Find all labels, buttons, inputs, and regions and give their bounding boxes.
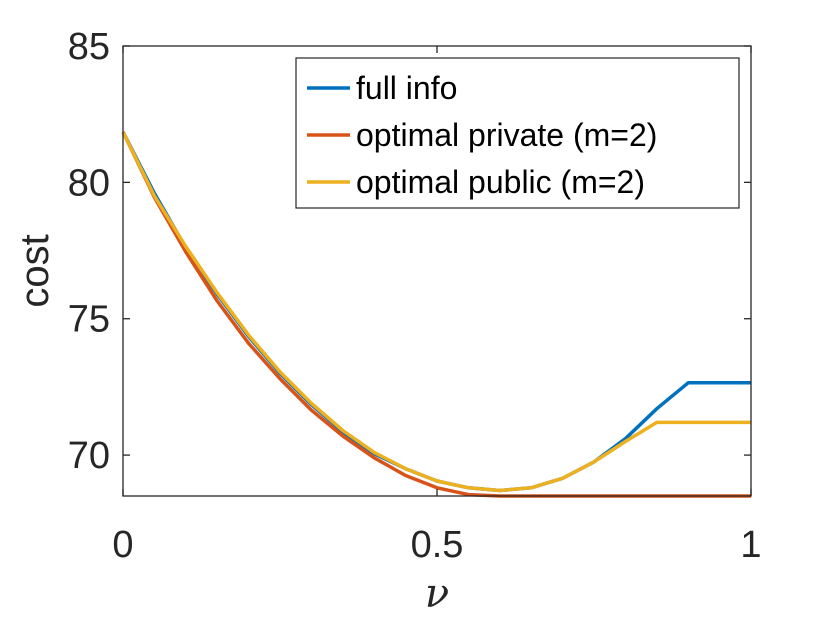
x-tick-label: 0 [112,524,133,566]
legend-label-3: optimal public (m=2) [356,164,645,200]
x-axis-label: ν [425,571,449,617]
series-line-3 [121,131,751,493]
y-tick-label: 80 [68,162,110,204]
y-tick-label: 70 [68,435,110,477]
legend: full info optimal private (m=2) optimal pu… [295,57,740,209]
legend-box [295,57,740,209]
x-tick-label: 1 [740,524,761,566]
legend-label-1: full info [356,70,457,106]
x-tick-label: 0.5 [411,524,464,566]
ticks-layer: 0 0.5 1 70 75 80 85 [68,26,762,566]
y-axis-label: cost [13,234,57,307]
y-tick-label: 75 [68,299,110,341]
legend-label-2: optimal private (m=2) [356,117,657,153]
y-tick-label: 85 [68,26,110,68]
